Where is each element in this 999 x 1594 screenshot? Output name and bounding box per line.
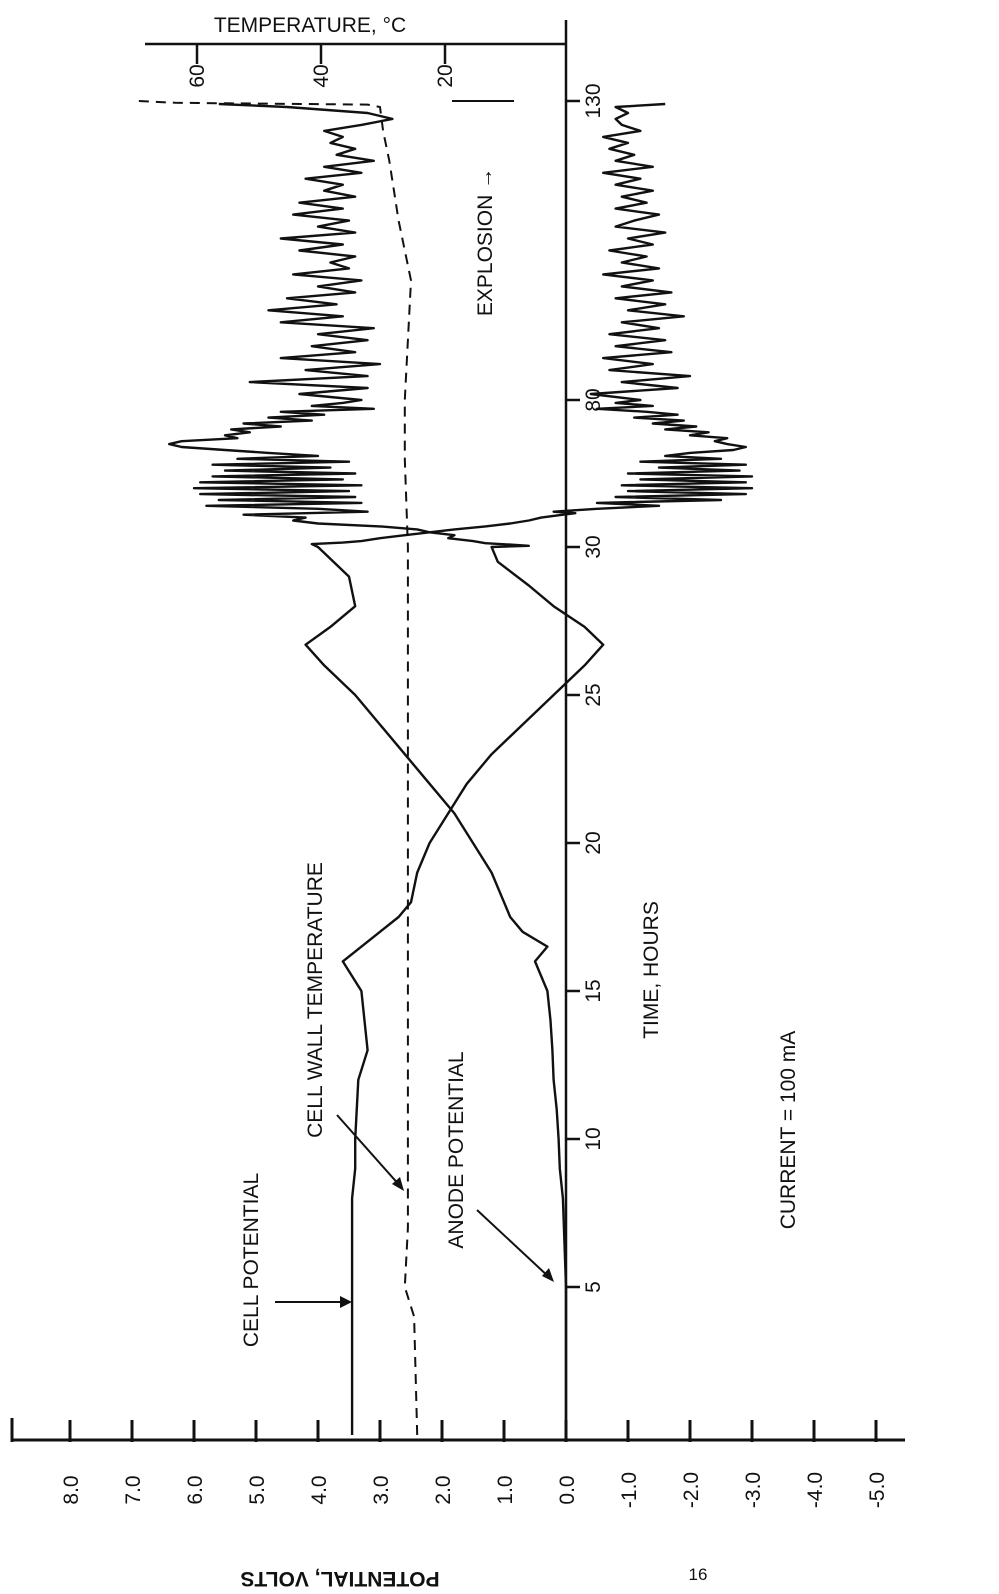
potential-tick-label: 1.0: [494, 1475, 517, 1504]
cell-potential-label: CELL POTENTIAL: [240, 1173, 263, 1347]
explosion-label: EXPLOSION →: [474, 168, 497, 316]
time-tick-label: 20: [582, 831, 605, 854]
potential-tick-label: 2.0: [432, 1475, 455, 1504]
anode-potential-label: ANODE POTENTIAL: [445, 1051, 468, 1248]
potential-tick-label: -2.0: [680, 1472, 703, 1508]
page-number: 16: [689, 1565, 708, 1584]
current-label: CURRENT = 100 mA: [777, 1031, 800, 1230]
cell-wall-temperature-arrowhead: [392, 1177, 404, 1191]
series-line-anode-potential: [304, 102, 754, 1435]
temperature-tick-label: 40: [310, 64, 333, 87]
potential-tick-label: 8.0: [60, 1475, 83, 1504]
potential-tick-label: 3.0: [370, 1475, 393, 1504]
series-line-cell-wall-temperature: [138, 100, 419, 1436]
temperature-tick-label: 20: [434, 64, 457, 87]
cell-potential-arrowhead: [340, 1296, 352, 1308]
chart-series: [138, 100, 754, 1436]
chart-axes: 8.0 7.0 6.0 5.0 4.0 3.0 2.0 1.0 0.0 -1.0 -2.0 -3.0 -…: [10, 20, 905, 1508]
time-tick-label: 10: [582, 1127, 605, 1150]
cell-wall-temperature-arrow: [336, 1114, 402, 1188]
anode-potential-arrowhead: [542, 1268, 554, 1282]
time-tick-label: 15: [582, 979, 605, 1002]
potential-tick-label: 7.0: [122, 1475, 145, 1504]
cell-wall-temperature-label: CELL WALL TEMPERATURE: [304, 862, 327, 1138]
time-tick-label: 30: [582, 535, 605, 558]
potential-tick-label: 6.0: [184, 1475, 207, 1504]
potential-tick-label: 0.0: [556, 1475, 579, 1504]
temperature-tick-label: 60: [186, 64, 209, 87]
x-axis-label: TIME, HOURS: [640, 901, 663, 1039]
potential-tick-label: 5.0: [246, 1475, 269, 1504]
potential-tick-label: -4.0: [804, 1472, 827, 1508]
y-axis-label: POTENTIAL, VOLTS: [240, 1567, 439, 1590]
time-tick-label: 5: [582, 1281, 605, 1293]
potential-tick-label: -1.0: [618, 1472, 641, 1508]
chart-annotations: TIME, HOURS CURRENT = 100 mA CELL POTENT…: [214, 14, 800, 1590]
anode-potential-arrow: [476, 1209, 551, 1279]
time-tick-label: 130: [582, 83, 605, 118]
time-tick-label: 25: [582, 683, 605, 706]
temperature-axis-label: TEMPERATURE, °C: [214, 14, 406, 37]
potential-tick-label: 4.0: [308, 1475, 331, 1504]
potential-tick-label: -5.0: [866, 1472, 889, 1508]
potential-tick-label: -3.0: [742, 1472, 765, 1508]
series-line-cell-potential: [168, 102, 605, 1435]
